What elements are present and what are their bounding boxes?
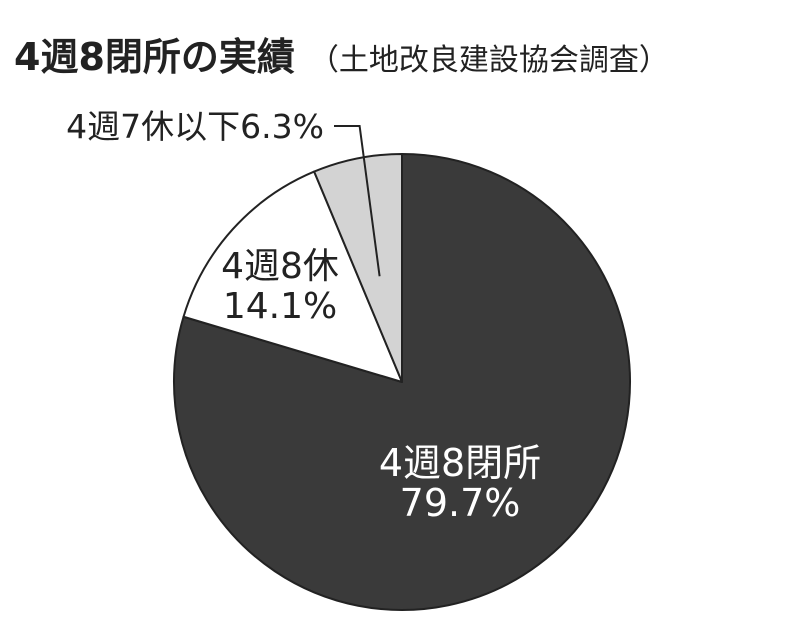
chart-title: 4週8閉所の実績 <box>14 35 295 79</box>
pie-slices <box>173 153 631 611</box>
pie-slice-2 <box>182 170 403 383</box>
slice-value-1: 79.7% <box>400 481 521 525</box>
slice-label-3: 4週7休以下6.3% <box>66 107 324 146</box>
slice-label-2: 4週8休 <box>221 246 339 287</box>
slice-value-2: 14.1% <box>223 286 337 327</box>
pie-slice-3 <box>313 153 403 383</box>
slice-label-1: 4週8閉所 <box>379 441 541 485</box>
title-row: 4週8閉所の実績 （土地改良建設協会調査） <box>14 26 669 81</box>
chart-subtitle: （土地改良建設協会調査） <box>308 43 669 78</box>
leader-line <box>334 125 381 277</box>
